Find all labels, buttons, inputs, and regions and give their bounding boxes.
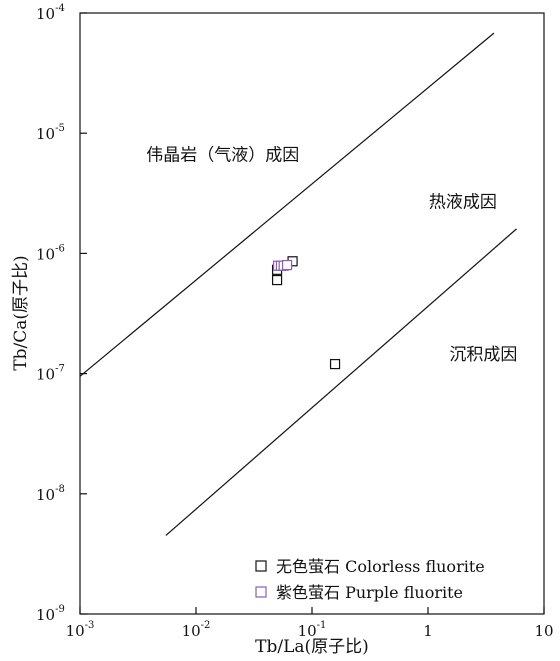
legend-marker [255,560,267,572]
y-tick-label: 10-5 [36,123,65,143]
data-point [281,259,293,271]
legend-label: 紫色萤石 Purple fluorite [276,583,463,602]
y-tick-label: 10-6 [36,243,65,263]
legend-label: 无色萤石 Colorless fluorite [276,557,485,576]
boundary-line [165,228,517,536]
y-axis-title: Tb/Ca(原子比) [11,255,31,370]
x-tick-label: 10-3 [66,620,95,640]
plot-frame [79,12,545,615]
region-label: 沉积成因 [449,345,517,365]
x-axis: 10-3 10-2 10-1 1 10 [66,607,554,640]
y-tick-label: 10-9 [36,604,65,624]
x-tick-label: 10 [534,622,553,640]
y-tick-label: 10-7 [36,364,65,384]
boundary-line [79,32,495,377]
x-tick-label: 10-1 [298,620,327,640]
x-tick-label: 10-2 [182,620,211,640]
x-tick-label: 1 [423,622,433,640]
y-tick-label: 10-4 [36,3,65,23]
legend: 无色萤石 Colorless fluorite 紫色萤石 Purple fluor… [255,557,485,602]
y-tick-label: 10-8 [36,484,65,504]
x-axis-title: Tb/La(原子比) [255,637,369,657]
region-label: 热液成因 [429,193,497,213]
y-axis: 10-9 10-8 10-7 10-6 10-5 10-4 [36,3,87,624]
data-point [329,358,341,370]
region-label: 伟晶岩（气液）成因 [146,146,299,166]
boundary-lines [79,32,517,536]
data-point [271,274,283,286]
legend-marker [255,586,267,598]
data-points [271,256,341,370]
